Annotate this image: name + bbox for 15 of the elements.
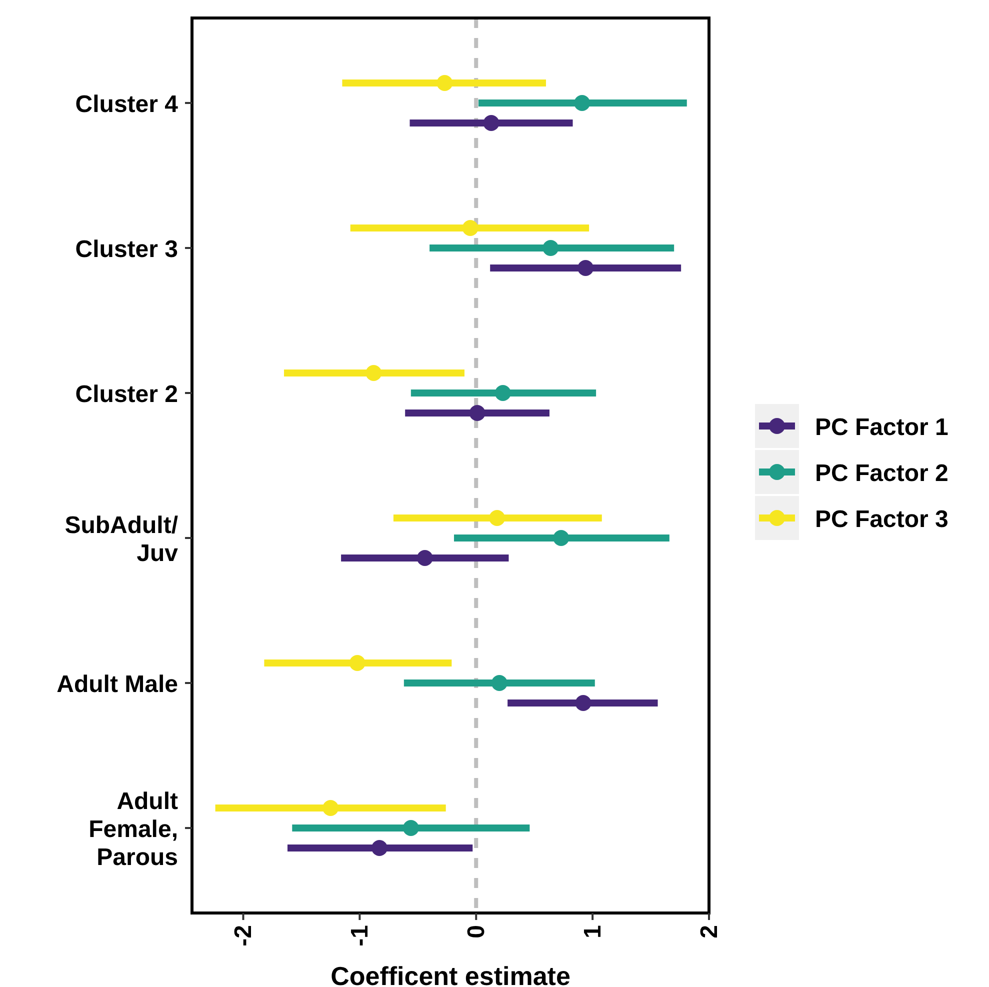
legend-label: PC Factor 3 (815, 506, 948, 533)
legend-label: PC Factor 2 (815, 460, 948, 487)
y-tick-label: Adult Female, Parous (88, 788, 178, 872)
y-tick-label: SubAdult/ Juv (64, 512, 179, 568)
y-tick-label: Adult Male (56, 671, 178, 698)
legend-label: PC Factor 1 (815, 414, 948, 441)
x-tick-label: 0 (463, 925, 490, 938)
y-tick-label: Cluster 2 (75, 380, 178, 408)
x-axis-title: Coefficent estimate (330, 961, 570, 987)
x-tick-label: 2 (696, 925, 723, 938)
y-tick-label: Cluster 4 (75, 90, 179, 118)
x-tick-label: -1 (346, 925, 374, 946)
y-tick-label: Cluster 3 (75, 236, 178, 263)
x-tick-label: -2 (230, 925, 258, 946)
x-tick-label: 1 (580, 925, 607, 938)
